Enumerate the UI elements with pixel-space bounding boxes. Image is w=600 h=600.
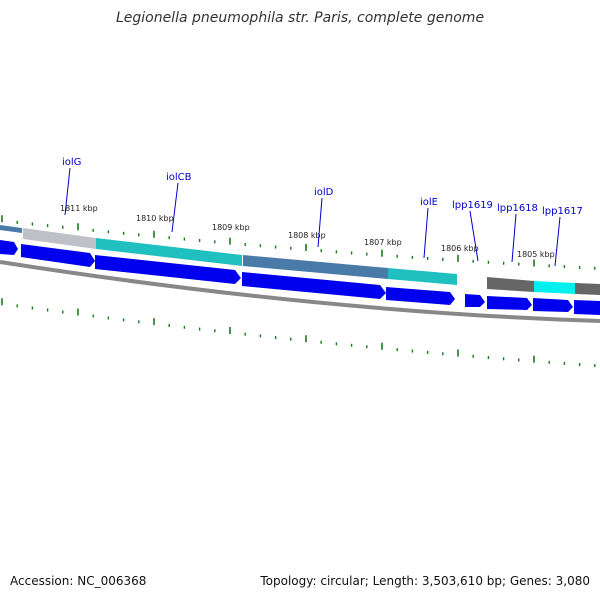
gene-leader-iolCB — [171, 182, 179, 233]
cds-arrow-lpp1619 — [465, 294, 485, 307]
genome-stats-text: Topology: circular; Length: 3,503,610 bp… — [260, 574, 590, 588]
cds-arrow-right-stub — [574, 300, 600, 315]
cds-arrow-lpp1618 — [487, 296, 532, 310]
feature-lpp1618-darkgray — [487, 277, 534, 292]
feature-iolG-gray — [23, 228, 96, 249]
gene-leader-iolD — [317, 197, 323, 248]
feature-left-stub — [0, 225, 22, 233]
kbp-label: 1807 kbp — [364, 238, 402, 247]
cds-arrows — [0, 240, 600, 315]
gene-leader-lpp1618 — [511, 213, 517, 263]
kbp-label: 1806 kbp — [441, 244, 479, 253]
feature-iolE-teal — [388, 268, 457, 285]
gene-leader-iolG — [64, 167, 71, 216]
cds-arrow-iolD — [242, 272, 386, 299]
cds-arrow-iolCB — [95, 255, 241, 284]
feature-right-darkgray — [575, 283, 600, 295]
kbp-label: 1808 kbp — [288, 231, 326, 240]
gene-label-iolG: iolG — [62, 157, 81, 168]
gene-label-iolE: iolE — [420, 197, 438, 208]
cds-arrow-lpp1617 — [533, 298, 573, 312]
kbp-label: 1811 kbp — [60, 204, 98, 213]
feature-iolD-steel — [243, 255, 388, 279]
gene-label-lpp1617: lpp1617 — [542, 206, 583, 217]
kbp-label: 1809 kbp — [212, 223, 250, 232]
inner-tick-marks — [1, 298, 596, 368]
gene-leader-lpp1619 — [469, 210, 479, 262]
kbp-labels: 1811 kbp 1810 kbp 1809 kbp 1808 kbp 1807… — [60, 204, 555, 259]
accession-text: Accession: NC_006368 — [10, 574, 147, 588]
backbone-line — [0, 260, 600, 323]
map-title: Legionella pneumophila str. Paris, compl… — [115, 10, 485, 26]
cds-arrow-iolG — [21, 244, 95, 267]
gene-label-lpp1618: lpp1618 — [497, 203, 538, 214]
gene-label-iolD: iolD — [314, 187, 334, 198]
feature-lpp1617-cyan — [534, 281, 575, 294]
gene-leader-lpp1617 — [554, 216, 561, 267]
gene-labels: iolG iolCB iolD iolE lpp1619 lpp1618 lpp… — [62, 157, 583, 267]
gene-leader-iolE — [423, 207, 429, 259]
gene-label-lpp1619: lpp1619 — [452, 200, 493, 211]
feature-band — [0, 225, 600, 295]
gene-label-iolCB: iolCB — [166, 172, 192, 183]
kbp-label: 1810 kbp — [136, 214, 174, 223]
cds-arrow-left-stub — [0, 240, 18, 255]
cds-arrow-iolE — [386, 287, 455, 305]
feature-iolCB-teal — [96, 238, 242, 266]
outer-tick-marks — [1, 215, 596, 270]
kbp-label: 1805 kbp — [517, 250, 555, 259]
